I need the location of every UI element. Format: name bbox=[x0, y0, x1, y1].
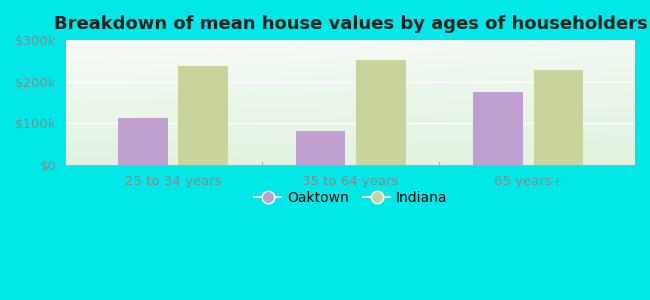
Bar bbox=[118, 118, 168, 165]
Title: Breakdown of mean house values by ages of householders: Breakdown of mean house values by ages o… bbox=[54, 15, 647, 33]
Bar bbox=[296, 131, 345, 165]
Bar bbox=[473, 92, 523, 165]
Bar bbox=[356, 60, 406, 165]
Legend: Oaktown, Indiana: Oaktown, Indiana bbox=[248, 185, 453, 210]
Bar bbox=[178, 66, 228, 165]
Bar bbox=[534, 70, 584, 165]
